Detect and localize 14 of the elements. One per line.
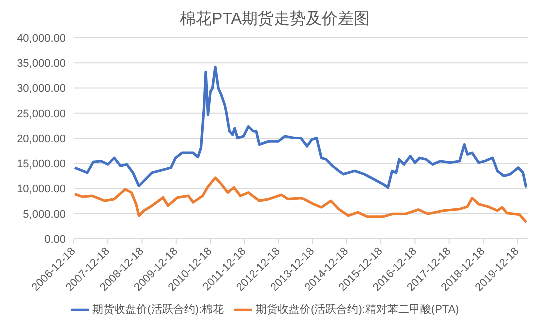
y-tick-label: 40,000.00 bbox=[17, 32, 66, 45]
line-series bbox=[74, 176, 528, 224]
legend-label: 期货收盘价(活跃合约):精对苯二甲酸(PTA) bbox=[256, 304, 460, 316]
y-tick-label: 15,000.00 bbox=[17, 158, 66, 171]
legend-label: 期货收盘价(活跃合约):棉花 bbox=[92, 304, 224, 316]
y-tick-label: 30,000.00 bbox=[17, 83, 66, 96]
line-series bbox=[74, 66, 528, 190]
y-tick-label: 10,000.00 bbox=[17, 184, 66, 196]
chart-title: 棉花PTA期货走势及价差图 bbox=[179, 10, 371, 30]
y-tick-label: 0.00 bbox=[44, 234, 66, 246]
y-tick-label: 5,000.00 bbox=[23, 208, 66, 221]
y-tick-label: 35,000.00 bbox=[17, 58, 66, 70]
y-tick-label: 25,000.00 bbox=[17, 108, 66, 120]
y-tick-label: 20,000.00 bbox=[17, 133, 66, 146]
